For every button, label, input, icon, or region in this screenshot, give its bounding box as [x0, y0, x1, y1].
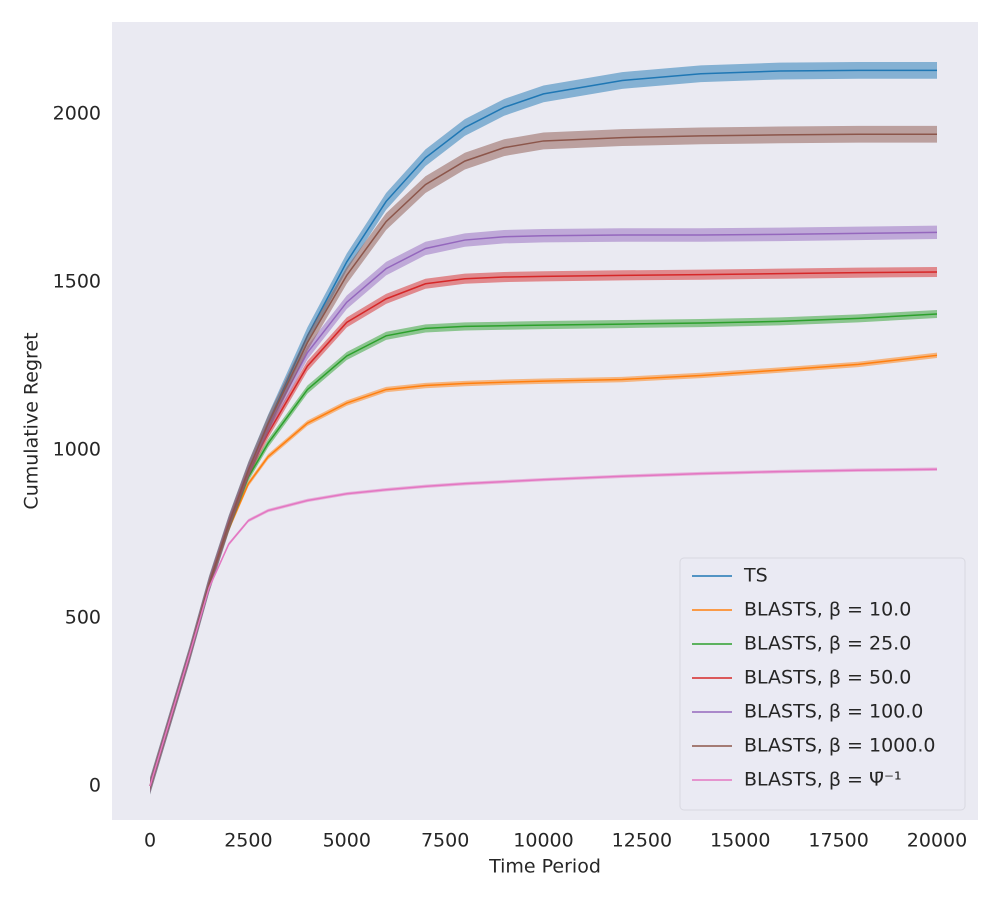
y-tick-label: 1000 — [53, 439, 101, 461]
y-axis-label: Cumulative Regret — [21, 332, 43, 509]
y-tick-label: 0 — [89, 775, 101, 797]
x-tick-label: 10000 — [513, 830, 573, 852]
legend-label: BLASTS, β = Ψ̄⁻¹ — [744, 769, 902, 791]
y-tick-label: 2000 — [53, 103, 101, 125]
legend-label: BLASTS, β = 100.0 — [744, 701, 923, 723]
legend-label: BLASTS, β = 10.0 — [744, 599, 911, 621]
x-axis-label: Time Period — [488, 856, 601, 878]
x-tick-label: 15000 — [710, 830, 770, 852]
legend-label: BLASTS, β = 1000.0 — [744, 735, 935, 757]
legend-label: BLASTS, β = 50.0 — [744, 667, 911, 689]
x-tick-label: 17500 — [808, 830, 868, 852]
x-tick-label: 0 — [144, 830, 156, 852]
legend-label: BLASTS, β = 25.0 — [744, 633, 911, 655]
x-tick-label: 2500 — [224, 830, 272, 852]
y-tick-label: 500 — [65, 607, 101, 629]
series-line — [149, 468, 938, 787]
y-tick-label: 1500 — [53, 271, 101, 293]
x-tick-label: 12500 — [612, 830, 672, 852]
legend-label: TS — [743, 565, 768, 587]
x-tick-label: 20000 — [907, 830, 967, 852]
x-tick-label: 5000 — [323, 830, 371, 852]
legend-box — [679, 557, 966, 811]
series-line — [149, 133, 937, 787]
x-tick-label: 7500 — [421, 830, 469, 852]
